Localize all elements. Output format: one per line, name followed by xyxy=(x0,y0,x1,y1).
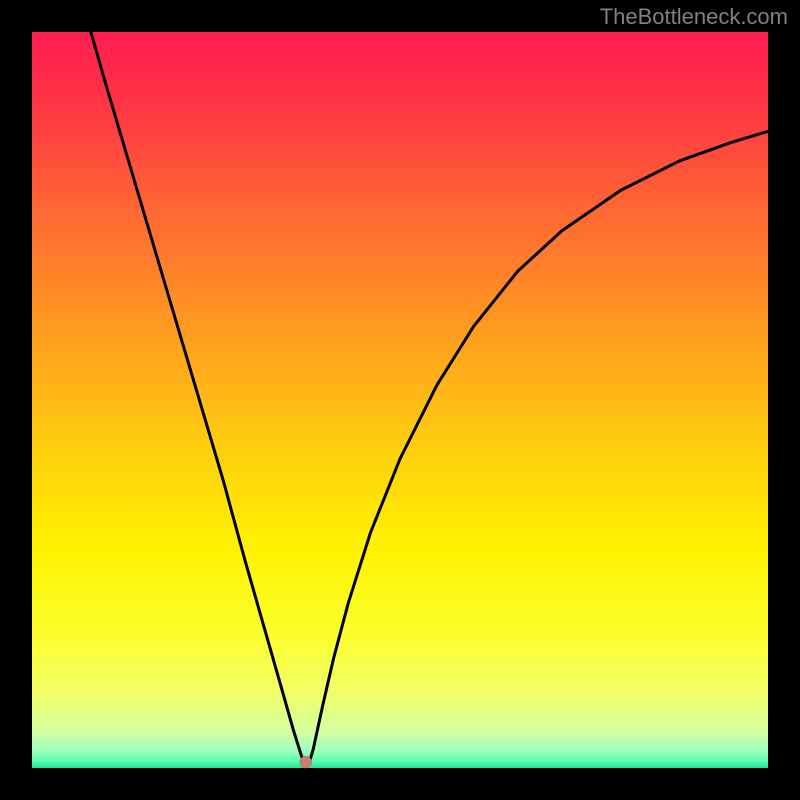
plot-gradient xyxy=(32,32,768,768)
optimum-marker xyxy=(300,756,312,768)
watermark-text: TheBottleneck.com xyxy=(600,4,788,30)
chart-container: TheBottleneck.com xyxy=(0,0,800,800)
chart-svg xyxy=(0,0,800,800)
